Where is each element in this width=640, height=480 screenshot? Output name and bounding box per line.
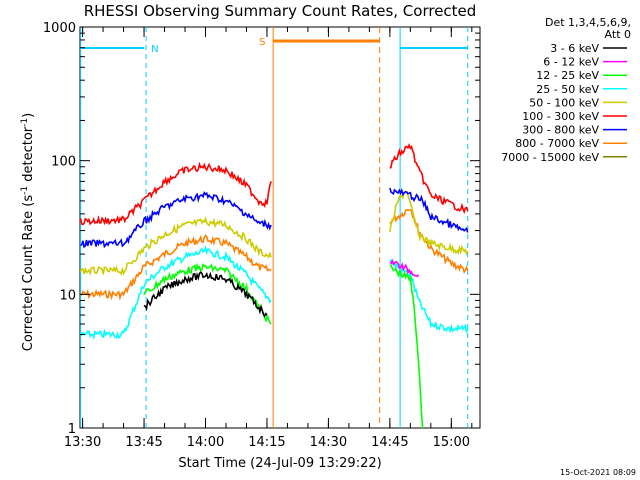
x-tick-label: 14:15 (248, 435, 285, 450)
y-tick-label: 100 (51, 155, 76, 170)
legend-entry: 300 - 800 keV (522, 124, 599, 137)
saa-label: S (259, 37, 265, 48)
series-line (79, 216, 272, 276)
y-axis-label: Corrected Count Rate (s-1 detector-1) (20, 113, 36, 351)
series-line (389, 143, 469, 215)
footer-date: 15-Oct-2021 08:09 (560, 468, 636, 477)
series-line (80, 234, 272, 301)
legend-entry: 12 - 25 keV (536, 69, 599, 82)
legend-entry: 6 - 12 keV (543, 56, 599, 69)
legend-entry: 100 - 300 keV (522, 110, 599, 123)
y-axis-label-sup2: -1 (20, 118, 30, 127)
series-line (389, 264, 424, 429)
night-label: N (151, 44, 158, 55)
legend-header-line-2: Att 0 (605, 28, 631, 41)
legend-entry: 25 - 50 keV (536, 83, 599, 96)
series-line (389, 258, 469, 334)
y-axis: 1 10 100 1000 (43, 21, 480, 437)
legend-entry: 3 - 6 keV (550, 42, 599, 55)
series-line (389, 209, 469, 274)
legend-entry: 800 - 7000 keV (515, 137, 599, 150)
y-tick-label: 10 (59, 288, 76, 303)
x-tick-label: 14:30 (310, 435, 347, 450)
legend-entry: 50 - 100 keV (529, 96, 599, 109)
series-line (79, 245, 272, 340)
x-tick-label: 13:30 (64, 435, 101, 450)
x-tick-label: 14:00 (187, 435, 224, 450)
series-line (389, 187, 469, 233)
x-axis: 13:30 13:45 14:00 14:15 14:30 14:45 15:00 (64, 27, 473, 450)
y-axis-label-sup1: -1 (20, 186, 30, 195)
series-line (143, 271, 268, 318)
legend-entry: 7000 - 15000 keV (501, 151, 599, 164)
y-axis-label-end: ) (21, 113, 36, 118)
series-line (79, 161, 272, 226)
y-tick-label: 1000 (43, 21, 76, 36)
y-tick-label: 1 (68, 422, 76, 437)
plot-frame (79, 26, 481, 429)
series-layer (79, 143, 469, 429)
x-tick-label: 13:45 (125, 435, 162, 450)
y-axis-label-main: Corrected Count Rate (s (21, 195, 36, 352)
series-line (389, 258, 420, 277)
x-tick-label: 15:00 (433, 435, 470, 450)
chart-title: RHESSI Observing Summary Count Rates, Co… (84, 2, 477, 20)
attenuator-annotations: NS (80, 27, 469, 428)
series-line (389, 190, 469, 256)
series-line (80, 190, 272, 249)
x-axis-label: Start Time (24-Jul-09 13:29:22) (178, 456, 381, 471)
legend-header-line-1: Det 1,3,4,5,6,9, (545, 16, 631, 29)
x-tick-label: 14:45 (371, 435, 408, 450)
y-axis-label-mid: detector (21, 126, 36, 186)
series-line (143, 262, 272, 325)
